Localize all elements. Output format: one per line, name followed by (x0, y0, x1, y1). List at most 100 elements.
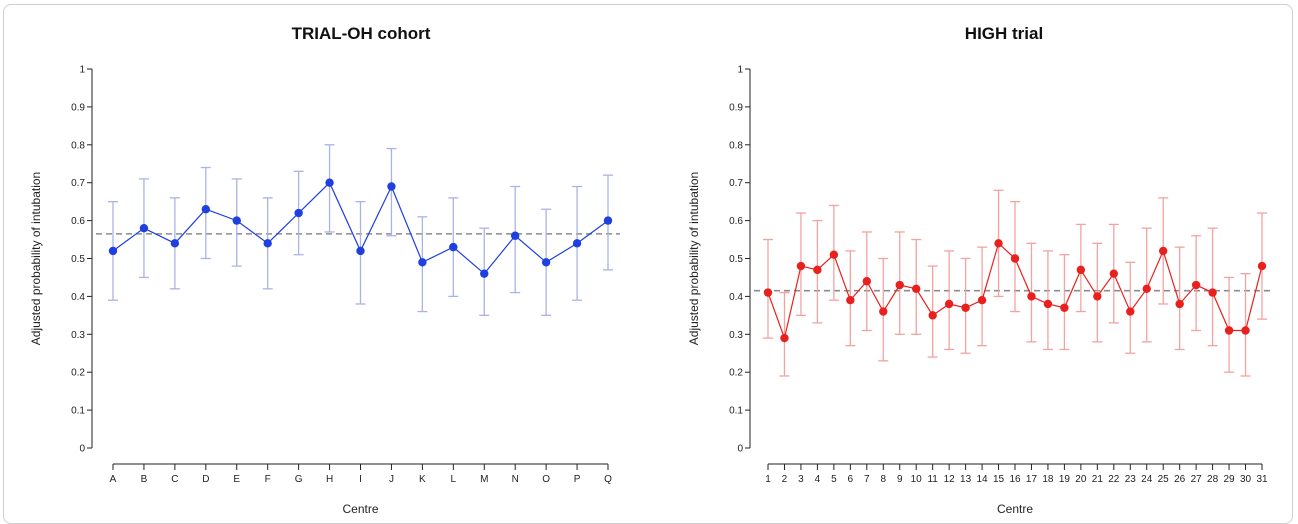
data-point (796, 261, 806, 271)
y-tick-label: 0.9 (71, 102, 85, 113)
x-tick-label: 17 (1026, 474, 1038, 485)
data-point (1027, 292, 1036, 301)
x-tick-label: 29 (1224, 474, 1236, 485)
x-tick-label: 8 (880, 474, 886, 485)
y-tick-label: 0.9 (729, 102, 743, 113)
x-tick-label: Q (604, 474, 612, 485)
x-tick-label: H (326, 474, 333, 485)
y-tick-label: 0.1 (729, 406, 743, 417)
data-point (480, 269, 489, 278)
data-point (1076, 265, 1086, 275)
x-tick-label: A (110, 474, 117, 485)
data-point (994, 239, 1003, 248)
data-point (108, 246, 118, 256)
data-point (170, 239, 180, 248)
x-tick-label: 16 (1009, 474, 1021, 485)
y-tick-label: 0.3 (729, 330, 743, 341)
y-tick-label: 1 (737, 65, 743, 76)
y-tick-label: 0.1 (71, 406, 85, 417)
data-point (862, 277, 871, 286)
x-tick-label: 19 (1059, 474, 1071, 485)
data-point (780, 333, 789, 343)
data-point (1175, 299, 1184, 309)
data-point (895, 280, 904, 290)
data-point (356, 246, 365, 256)
data-point (1060, 303, 1069, 312)
data-point (263, 239, 272, 248)
x-tick-label: B (141, 474, 148, 485)
data-point (1109, 269, 1119, 278)
y-tick-label: 0.2 (729, 368, 743, 379)
x-tick-label: 25 (1158, 474, 1170, 485)
x-tick-label: 31 (1256, 474, 1268, 485)
data-point (928, 311, 937, 320)
data-point (1142, 284, 1151, 294)
data-point (1010, 254, 1020, 263)
x-tick-label: K (419, 474, 426, 485)
data-point (944, 299, 954, 309)
x-tick-label: 11 (927, 474, 938, 485)
x-tick-label: 24 (1141, 474, 1153, 485)
x-tick-label: 20 (1075, 474, 1087, 485)
x-tick-label: G (295, 474, 303, 485)
data-point (763, 288, 773, 297)
data-point (1043, 299, 1053, 309)
y-axis-label: Adjusted probability of intubation (687, 172, 701, 345)
y-tick-label: 0.8 (729, 140, 743, 151)
data-point (912, 284, 921, 294)
x-tick-label: 22 (1108, 474, 1120, 485)
data-point (1159, 246, 1168, 256)
x-tick-label: N (512, 474, 519, 485)
x-tick-label: 1 (765, 474, 771, 485)
x-tick-label: 4 (815, 474, 821, 485)
data-point (572, 239, 582, 248)
x-tick-label: 28 (1207, 474, 1219, 485)
x-tick-label: 15 (993, 474, 1005, 485)
x-tick-label: 23 (1125, 474, 1137, 485)
data-point (449, 242, 458, 252)
x-tick-label: E (233, 474, 240, 485)
data-point (977, 295, 987, 305)
x-axis-label: Centre (997, 502, 1033, 516)
x-tick-label: D (202, 474, 209, 485)
x-tick-label: 9 (897, 474, 903, 485)
data-point (325, 178, 334, 187)
data-point (1224, 326, 1234, 335)
x-tick-label: 3 (798, 474, 804, 485)
data-point (1191, 280, 1201, 290)
y-axis-label: Adjusted probability of intubation (29, 172, 43, 345)
chart-title: HIGH trial (965, 24, 1043, 43)
x-tick-label: P (574, 474, 581, 485)
x-tick-label: F (265, 474, 271, 485)
data-point (139, 223, 149, 233)
data-point (813, 265, 822, 275)
y-tick-label: 0.7 (71, 178, 85, 189)
data-point (541, 258, 551, 267)
y-tick-label: 0.8 (71, 140, 85, 151)
x-tick-label: 13 (960, 474, 972, 485)
figure-frame: TRIAL-OH cohort 0 0.1 0.2 0.3 0.4 0.5 0.6 0.7 0.8… (3, 4, 1293, 524)
y-tick-label: 0.4 (71, 292, 85, 303)
y-tick-label: 0.3 (71, 330, 85, 341)
data-point (829, 250, 839, 259)
data-point (1126, 307, 1135, 316)
y-tick-label: 0.7 (729, 178, 743, 189)
x-tick-label: C (171, 474, 178, 485)
data-point (1208, 288, 1217, 297)
data-point (879, 307, 888, 316)
data-point (201, 205, 211, 214)
data-point (1257, 261, 1267, 271)
x-tick-label: 21 (1092, 474, 1104, 485)
y-tick-label: 0.6 (729, 216, 743, 227)
x-tick-label: L (451, 474, 457, 485)
data-point (294, 208, 303, 218)
figure-svg: TRIAL-OH cohort 0 0.1 0.2 0.3 0.4 0.5 0.6 0.7 0.8… (29, 24, 1274, 516)
data-point (418, 258, 427, 267)
x-tick-label: 2 (782, 474, 788, 485)
y-tick-label: 0.5 (729, 254, 743, 265)
y-tick-label: 0.5 (71, 254, 85, 265)
x-tick-label: 14 (977, 474, 989, 485)
x-tick-label: 5 (831, 474, 837, 485)
x-axis-label: Centre (342, 502, 378, 516)
x-tick-label: I (359, 474, 362, 485)
